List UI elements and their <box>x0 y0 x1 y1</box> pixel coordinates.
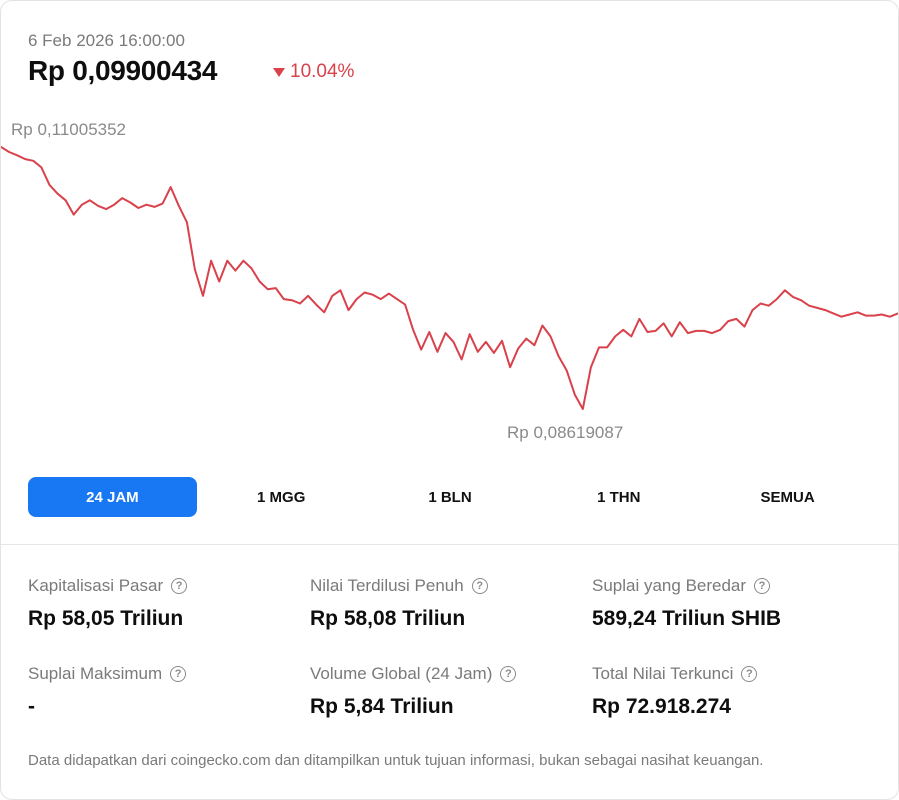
range-button-24-jam[interactable]: 24 JAM <box>28 477 197 517</box>
stat-label: Kapitalisasi Pasar <box>28 576 164 595</box>
question-circle-icon[interactable]: ? <box>471 578 488 594</box>
question-circle-icon[interactable]: ? <box>500 666 517 682</box>
chart-max-label: Rp 0,11005352 <box>11 120 126 139</box>
price-change: 10.04% <box>273 61 354 83</box>
question-circle-icon[interactable]: ? <box>754 578 771 594</box>
stat-item: Nilai Terdilusi Penuh? Rp 58,08 Triliun <box>310 573 592 631</box>
stat-label-row: Suplai Maksimum? <box>28 661 310 687</box>
current-price: Rp 0,09900434 <box>28 55 218 86</box>
price-change-value: 10.04% <box>290 61 355 82</box>
question-circle-icon[interactable]: ? <box>741 666 758 682</box>
stat-value: Rp 58,05 Triliun <box>28 607 184 630</box>
stat-label: Suplai Maksimum <box>28 664 163 683</box>
stat-value: Rp 58,08 Triliun <box>310 607 466 630</box>
stat-item: Suplai yang Beredar? 589,24 Triliun SHIB <box>592 573 874 631</box>
price-line <box>1 146 898 410</box>
stat-value: 589,24 Triliun SHIB <box>592 607 782 630</box>
stats-grid: Kapitalisasi Pasar? Rp 58,05 Triliun Nilai… <box>28 573 878 719</box>
stat-value: Rp 5,84 Triliun <box>310 695 454 718</box>
stat-label-row: Nilai Terdilusi Penuh? <box>310 573 592 599</box>
stat-label-row: Suplai yang Beredar? <box>592 573 874 599</box>
range-button-1-thn[interactable]: 1 THN <box>597 488 641 506</box>
stat-label-row: Volume Global (24 Jam)? <box>310 661 592 687</box>
stat-item: Total Nilai Terkunci? Rp 72.918.274 <box>592 661 874 719</box>
stat-label: Volume Global (24 Jam) <box>310 664 493 683</box>
stat-label-row: Kapitalisasi Pasar? <box>28 573 310 599</box>
stat-label: Suplai yang Beredar <box>592 576 747 595</box>
stat-label: Total Nilai Terkunci <box>592 664 734 683</box>
range-button-semua[interactable]: SEMUA <box>760 488 815 506</box>
range-button-1-bln[interactable]: 1 BLN <box>428 488 472 506</box>
stat-value: - <box>28 695 35 718</box>
time-range-selector: 24 JAM 1 MGG 1 BLN 1 THN SEMUA <box>28 477 872 517</box>
chart-min-label: Rp 0,08619087 <box>507 423 623 442</box>
stat-value: Rp 72.918.274 <box>592 695 731 718</box>
triangle-down-icon <box>273 67 285 77</box>
disclaimer: Data didapatkan dari coingecko.com dan d… <box>28 752 764 769</box>
stat-label-row: Total Nilai Terkunci? <box>592 661 874 687</box>
stat-label: Nilai Terdilusi Penuh <box>310 576 464 595</box>
chart-timestamp: 6 Feb 2026 16:00:00 <box>28 31 185 50</box>
question-circle-icon[interactable]: ? <box>170 666 187 682</box>
stat-item: Kapitalisasi Pasar? Rp 58,05 Triliun <box>28 573 310 631</box>
stat-item: Suplai Maksimum? - <box>28 661 310 719</box>
range-button-1-mgg[interactable]: 1 MGG <box>257 488 306 506</box>
stat-item: Volume Global (24 Jam)? Rp 5,84 Triliun <box>310 661 592 719</box>
question-circle-icon[interactable]: ? <box>171 578 188 594</box>
divider <box>1 544 898 545</box>
price-chart[interactable]: Rp 0,11005352 Rp 0,08619087 <box>1 111 899 451</box>
